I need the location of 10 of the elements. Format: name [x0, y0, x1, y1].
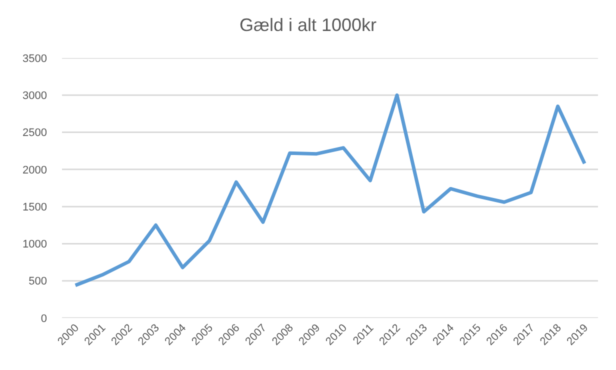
- line-series: [74, 93, 586, 288]
- y-tick-label: 3000: [22, 90, 47, 102]
- y-tick-label: 3500: [22, 52, 47, 65]
- chart-title: Gæld i alt 1000kr: [239, 15, 377, 36]
- y-tick-label: 2000: [22, 164, 47, 176]
- y-tick-label: 2500: [22, 127, 47, 140]
- y-tick-label: 1000: [22, 238, 47, 251]
- y-tick-label: 0: [40, 312, 47, 325]
- y-tick-label: 1500: [22, 201, 47, 214]
- y-tick-label: 500: [28, 276, 47, 288]
